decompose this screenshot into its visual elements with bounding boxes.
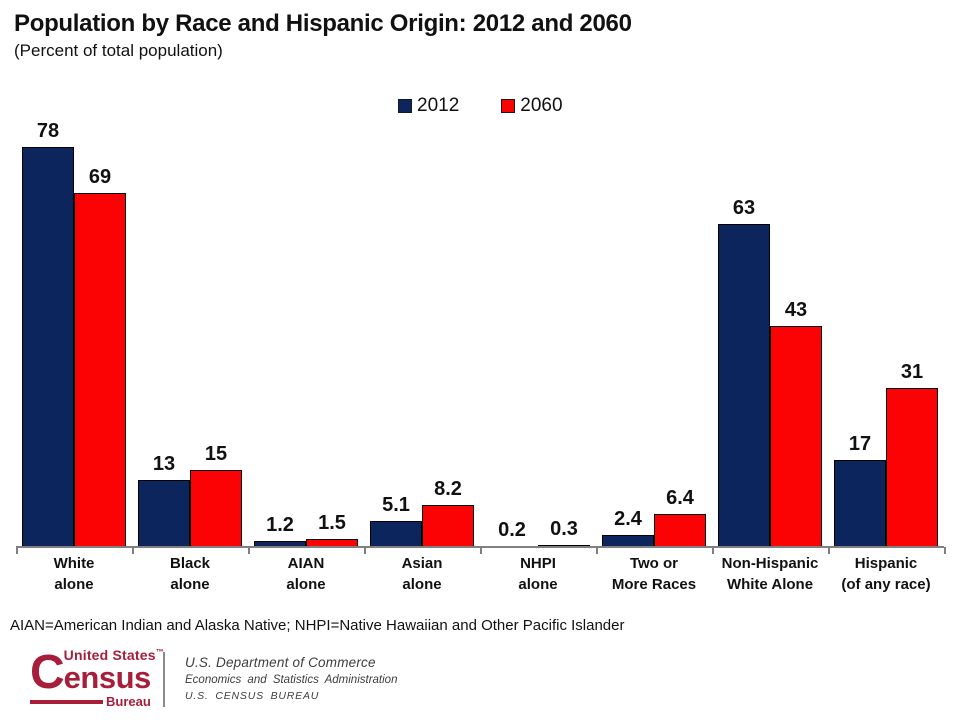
x-axis-tick <box>712 547 714 554</box>
x-axis-tick <box>828 547 830 554</box>
x-axis-tick <box>944 547 946 554</box>
bar-value-2012-two-or-more-races: 2.4 <box>614 508 642 530</box>
bar-2060-black-alone <box>190 470 242 547</box>
category-label-black-alone: Black alone <box>169 555 211 593</box>
bar-value-2060-aian-alone: 1.5 <box>318 512 346 534</box>
logo-bureau: Bureau <box>106 694 151 709</box>
dept-commerce-line: U.S. Department of Commerce <box>185 655 376 670</box>
bar-value-2060-white-alone: 69 <box>88 166 112 188</box>
legend-item-2012: 2012 <box>398 95 459 117</box>
logo-census-rest: ensus <box>63 660 152 695</box>
category-label-aian-alone: AIAN alone <box>286 555 326 593</box>
legend-label-2012: 2012 <box>417 95 460 116</box>
bar-2012-hispanic-of-any-race <box>834 460 886 547</box>
category-label-asian-alone: Asian alone <box>401 555 443 593</box>
x-axis-tick <box>132 547 134 554</box>
x-axis-tick <box>16 547 18 554</box>
category-label-two-or-more-races: Two or More Races <box>611 555 697 593</box>
footer-divider <box>163 652 165 707</box>
legend-label-2060: 2060 <box>520 95 563 116</box>
x-axis-tick <box>480 547 482 554</box>
bar-2060-hispanic-of-any-race <box>886 388 938 547</box>
logo-census-c: C <box>30 646 65 699</box>
legend-swatch-2060 <box>501 99 516 113</box>
x-axis-tick <box>596 547 598 554</box>
census-bureau-line: U.S. CENSUS BUREAU <box>185 690 320 702</box>
bar-value-2012-nhpi-alone: 0.2 <box>498 519 526 541</box>
department-text-block: U.S. Department of Commerce Economics an… <box>185 655 397 702</box>
bar-value-2012-hispanic-of-any-race: 17 <box>848 433 872 455</box>
bar-2060-asian-alone <box>422 505 474 547</box>
bar-2012-white-alone <box>22 147 74 547</box>
bar-value-2012-non-hispanic-white-alone: 63 <box>732 197 756 219</box>
bar-value-2012-black-alone: 13 <box>152 453 176 475</box>
x-axis-tick <box>364 547 366 554</box>
bar-value-2060-two-or-more-races: 6.4 <box>666 487 694 509</box>
footnote: AIAN=American Indian and Alaska Native; … <box>10 617 625 634</box>
bar-value-2060-black-alone: 15 <box>204 443 228 465</box>
page-title: Population by Race and Hispanic Origin: … <box>14 10 632 37</box>
bar-value-2012-aian-alone: 1.2 <box>266 514 294 536</box>
bar-value-2060-hispanic-of-any-race: 31 <box>900 361 924 383</box>
page-subtitle: (Percent of total population) <box>14 41 223 60</box>
legend-swatch-2012 <box>398 99 412 113</box>
category-label-nhpi-alone: NHPI alone <box>518 555 558 593</box>
bar-value-2012-white-alone: 78 <box>36 120 60 142</box>
bar-2060-non-hispanic-white-alone <box>770 326 822 547</box>
esa-line: Economics and Statistics Administration <box>185 674 398 686</box>
logo-united-states: United States™ <box>63 647 164 663</box>
bar-2060-white-alone <box>74 193 126 547</box>
bar-2060-two-or-more-races <box>654 514 706 547</box>
logo-underline <box>30 699 103 704</box>
chart-legend: 2012 2060 <box>398 95 563 117</box>
x-axis-tick <box>248 547 250 554</box>
bar-2012-asian-alone <box>370 521 422 547</box>
category-label-hispanic-of-any-race: Hispanic (of any race) <box>841 555 931 593</box>
category-label-white-alone: White alone <box>53 555 95 593</box>
category-label-non-hispanic-white-alone: Non-Hispanic White Alone <box>721 555 819 593</box>
trademark-symbol: ™ <box>155 647 164 657</box>
bar-2012-black-alone <box>138 480 190 547</box>
census-bureau-logo: C United States™ ensus Bureau <box>30 647 170 709</box>
bar-value-2012-asian-alone: 5.1 <box>382 494 410 516</box>
legend-item-2060: 2060 <box>501 95 563 117</box>
bar-value-2060-non-hispanic-white-alone: 43 <box>784 299 808 321</box>
bar-value-2060-asian-alone: 8.2 <box>434 478 462 500</box>
bar-2012-non-hispanic-white-alone <box>718 224 770 547</box>
bar-value-2060-nhpi-alone: 0.3 <box>550 518 578 540</box>
